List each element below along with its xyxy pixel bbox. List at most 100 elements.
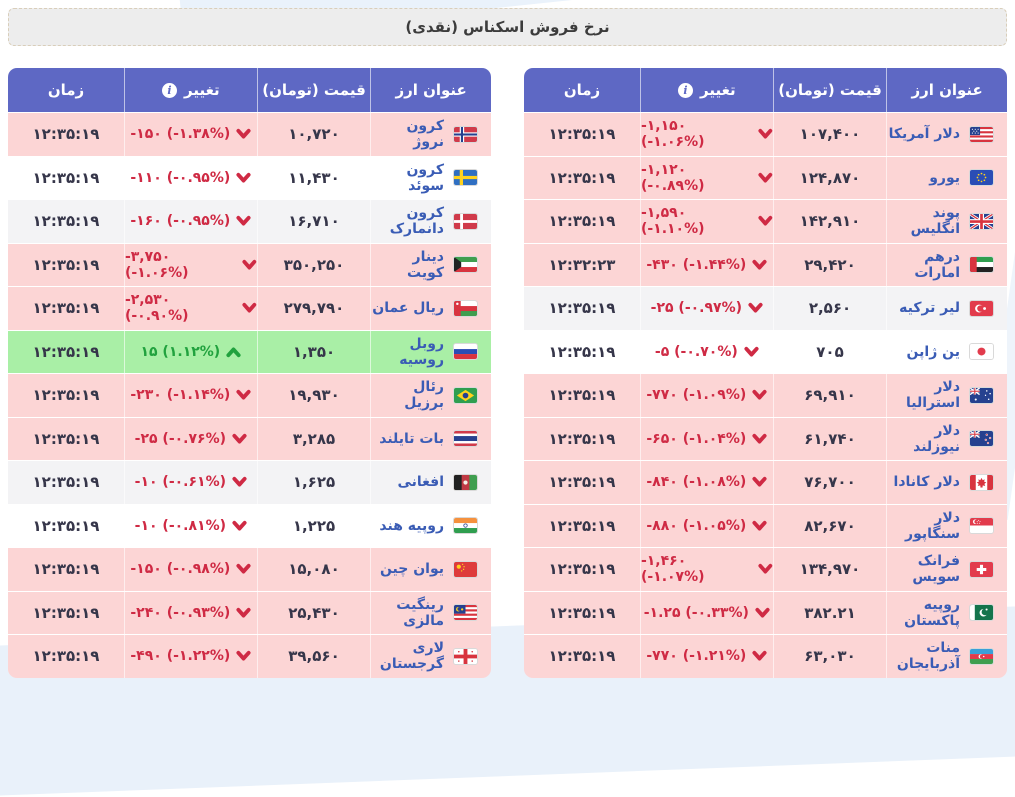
rate-row: ریال عمان ۲۷۹,۷۹۰ -۲,۵۳۰ (-۰.۹۰%) ۱۲:۳۵:… (8, 286, 491, 330)
caret-down-icon (748, 302, 763, 314)
header-change: تغییر i (639, 68, 773, 112)
currency-cell: رینگیت مالزی (370, 591, 491, 634)
rate-row: دینار کویت ۳۵۰,۲۵۰ -۳,۷۵۰ (-۱.۰۶%) ۱۲:۳۵… (8, 242, 491, 286)
caret-down-icon (744, 346, 759, 358)
header-time: زمان (47, 81, 85, 99)
change-text: -۵ (-۰.۷۰%) (654, 343, 738, 360)
rate-row: دلار سنگاپور ۸۲,۶۷۰ -۸۸۰ (-۱.۰۵%) ۱۲:۳۵:… (524, 503, 1007, 547)
cn-flag-icon (453, 560, 478, 578)
change-text: -۲۴۰ (-۰.۹۳%) (130, 604, 231, 621)
currency-name: دلار استرالیا (905, 379, 960, 412)
currency-name: فرانک سویس (912, 553, 960, 586)
info-icon[interactable]: i (162, 82, 177, 98)
rate-row: کرون سوئد ۱۱,۴۳۰ -۱۱۰ (-۰.۹۵%) ۱۲:۳۵:۱۹ (8, 155, 491, 199)
page-title: نرخ فروش اسکناس (نقدی) (8, 8, 1007, 46)
currency-cell: ریال عمان (370, 287, 491, 330)
ru-flag-icon (453, 343, 478, 361)
nz-flag-icon (969, 430, 994, 448)
rate-row: درهم امارات ۲۹,۴۲۰ -۴۳۰ (-۱.۴۴%) ۱۲:۳۲:۲… (524, 242, 1007, 286)
header-change-label: تغییر (184, 81, 220, 99)
update-time: ۱۲:۳۵:۱۹ (32, 342, 100, 361)
change-cell: -۱۰ (-۰.۶۱%) (123, 461, 257, 504)
us-flag-icon (969, 125, 994, 143)
currency-cell: دلار کانادا (886, 461, 1007, 504)
currency-cell: ین ژاپن (886, 330, 1007, 373)
currency-price: ۱۳۴,۹۷۰ (772, 548, 887, 591)
change-cell: -۶۵۰ (-۱.۰۴%) (639, 417, 773, 460)
rate-row: یوان چین ۱۵,۰۸۰ -۱۵۰ (-۰.۹۸%) ۱۲:۳۵:۱۹ (8, 547, 491, 591)
change-text: -۶۵۰ (-۱.۰۴%) (646, 430, 747, 447)
dk-flag-icon (453, 212, 478, 230)
change-text: -۱۶۰ (-۰.۹۵%) (130, 213, 231, 230)
rate-row: فرانک سویس ۱۳۴,۹۷۰ -۱,۴۶۰ (-۱.۰۷%) ۱۲:۳۵… (524, 547, 1007, 591)
header-change-label: تغییر (700, 81, 736, 99)
change-text: -۲۵ (-۰.۷۶%) (134, 430, 227, 447)
change-text: -۸۸۰ (-۱.۰۵%) (646, 517, 747, 534)
update-time: ۱۲:۳۵:۱۹ (548, 560, 616, 579)
currency-price: ۷۶,۷۰۰ (772, 461, 887, 504)
currency-cell: درهم امارات (886, 243, 1007, 286)
info-icon[interactable]: i (678, 82, 693, 98)
au-flag-icon (969, 386, 994, 404)
update-time: ۱۲:۳۵:۱۹ (548, 603, 616, 622)
rate-row: لیر ترکیه ۲,۵۶۰ -۲۵ (-۰.۹۷%) ۱۲:۳۵:۱۹ (524, 286, 1007, 330)
change-cell: -۵ (-۰.۷۰%) (639, 330, 773, 373)
currency-price: ۲۹,۴۲۰ (772, 243, 887, 286)
currency-cell: روپیه پاکستان (886, 591, 1007, 634)
update-time: ۱۲:۳۲:۲۳ (548, 255, 616, 274)
caret-down-icon (752, 433, 767, 445)
update-time: ۱۲:۳۵:۱۹ (548, 473, 616, 492)
caret-down-icon (758, 172, 773, 184)
sg-flag-icon (969, 517, 994, 535)
currency-price: ۸۲,۶۷۰ (772, 504, 887, 547)
om-flag-icon (453, 299, 478, 317)
table-header-row: عنوان ارز قیمت (تومان) تغییر i زمان (524, 68, 1007, 112)
change-text: -۲,۵۳۰ (-۰.۹۰%) (124, 292, 189, 325)
tr-flag-icon (969, 299, 994, 317)
update-time: ۱۲:۳۵:۱۹ (548, 647, 616, 666)
currency-price: ۱۴۲,۹۱۰ (772, 200, 887, 243)
rate-row: دلار نیوزلند ۶۱,۷۴۰ -۶۵۰ (-۱.۰۴%) ۱۲:۳۵:… (524, 416, 1007, 460)
currency-price: ۶۱,۷۴۰ (772, 417, 887, 460)
caret-down-icon (758, 128, 773, 140)
currency-cell: دلار سنگاپور (886, 504, 1007, 547)
update-time: ۱۲:۳۵:۱۹ (32, 647, 100, 666)
update-time: ۱۲:۳۵:۱۹ (548, 342, 616, 361)
rate-row: بات تایلند ۳,۲۸۵ -۲۵ (-۰.۷۶%) ۱۲:۳۵:۱۹ (8, 416, 491, 460)
update-time: ۱۲:۳۵:۱۹ (548, 429, 616, 448)
change-text: -۱,۱۵۰ (-۱.۰۶%) (640, 118, 705, 151)
currency-cell: روبل روسیه (370, 330, 491, 373)
update-time: ۱۲:۳۵:۱۹ (32, 386, 100, 405)
change-text: -۱۰ (-۰.۸۱%) (134, 517, 227, 534)
currency-name: کرون دانمارک (389, 205, 444, 238)
caret-down-icon (232, 433, 247, 445)
currency-name: دلار کانادا (893, 474, 960, 491)
change-cell: -۲۵ (-۰.۷۶%) (123, 417, 257, 460)
rate-row: رئال برزیل ۱۹,۹۳۰ -۲۳۰ (-۱.۱۴%) ۱۲:۳۵:۱۹ (8, 373, 491, 417)
change-cell: -۱,۱۲۰ (-۰.۸۹%) (639, 156, 773, 199)
currency-name: روبل روسیه (399, 335, 444, 368)
currency-cell: دلار استرالیا (886, 374, 1007, 417)
rate-row: روپیه هند ۱,۲۲۵ -۱۰ (-۰.۸۱%) ۱۲:۳۵:۱۹ (8, 503, 491, 547)
update-time: ۱۲:۳۵:۱۹ (32, 212, 100, 231)
caret-down-icon (236, 389, 251, 401)
change-cell: -۱۵۰ (-۱.۳۸%) (123, 113, 257, 156)
caret-down-icon (752, 476, 767, 488)
currency-price: ۱۰,۷۲۰ (256, 113, 371, 156)
rate-row: ین ژاپن ۷۰۵ -۵ (-۰.۷۰%) ۱۲:۳۵:۱۹ (524, 329, 1007, 373)
currency-name: درهم امارات (914, 248, 960, 281)
currency-name: افغانی (397, 474, 444, 491)
currency-cell: فرانک سویس (886, 548, 1007, 591)
caret-down-icon (752, 389, 767, 401)
in-flag-icon (453, 517, 478, 535)
header-currency: عنوان ارز (886, 68, 1007, 112)
currency-cell: پوند انگلیس (886, 200, 1007, 243)
caret-down-icon (236, 128, 251, 140)
change-cell: -۱,۴۶۰ (-۱.۰۷%) (639, 548, 773, 591)
change-cell: -۴۹۰ (-۱.۲۲%) (123, 635, 257, 678)
ge-flag-icon (453, 647, 478, 665)
change-cell: -۱,۵۹۰ (-۱.۱۰%) (639, 200, 773, 243)
caret-down-icon (236, 607, 251, 619)
currency-cell: افغانی (370, 461, 491, 504)
currency-price: ۳۸۲.۲۱ (772, 591, 887, 634)
